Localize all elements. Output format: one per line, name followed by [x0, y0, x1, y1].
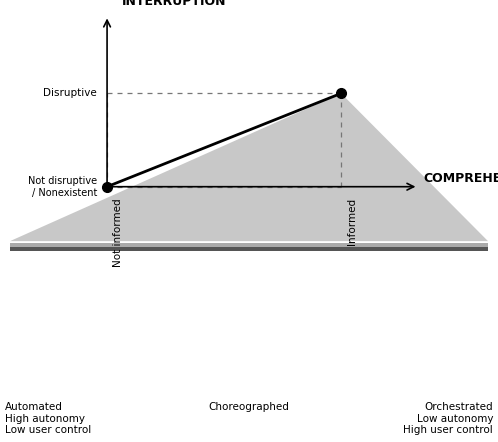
Text: Not disruptive
/ Nonexistent: Not disruptive / Nonexistent — [28, 175, 97, 198]
Text: Orchestrated
Low autonomy
High user control: Orchestrated Low autonomy High user cont… — [403, 402, 493, 435]
Text: Not informed: Not informed — [113, 198, 123, 267]
Polygon shape — [10, 247, 488, 251]
Text: COMPREHENSION: COMPREHENSION — [423, 172, 498, 186]
Text: Informed: Informed — [347, 198, 357, 245]
Text: INTERRUPTION: INTERRUPTION — [122, 0, 227, 8]
Text: Choreographed: Choreographed — [209, 402, 289, 412]
Polygon shape — [10, 243, 488, 247]
Polygon shape — [10, 93, 488, 241]
Text: Disruptive: Disruptive — [43, 88, 97, 99]
Text: Automated
High autonomy
Low user control: Automated High autonomy Low user control — [5, 402, 91, 435]
